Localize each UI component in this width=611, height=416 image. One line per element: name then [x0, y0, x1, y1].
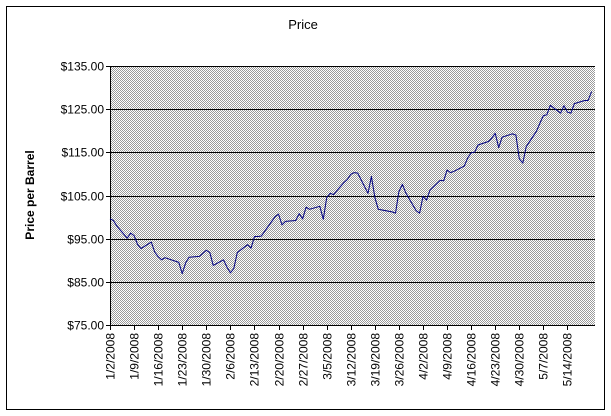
y-tick-label: $115.00 — [62, 146, 105, 160]
x-tick-label: 3/12/2008 — [345, 333, 359, 387]
x-tick-label: 1/2/2008 — [104, 333, 118, 380]
series-layer — [109, 91, 593, 275]
y-tick-label: $135.00 — [61, 60, 105, 74]
x-tick-label: 3/26/2008 — [393, 333, 407, 387]
x-tick-label: 2/20/2008 — [273, 333, 287, 387]
series-line-price — [109, 91, 593, 275]
plot-area — [110, 66, 595, 325]
x-axis-tick-labels: 1/2/2008 1/9/2008 1/16/2008 1/23/2008 1/30/2… — [104, 333, 575, 387]
y-tick-label: $95.00 — [67, 233, 104, 247]
x-tick-label: 1/30/2008 — [200, 333, 214, 387]
x-tick-label: 1/23/2008 — [176, 333, 190, 387]
x-tick-label: 5/14/2008 — [561, 333, 575, 387]
x-tick-label: 2/27/2008 — [297, 333, 311, 387]
x-tick-label: 5/7/2008 — [537, 333, 551, 380]
y-tick-label: $75.00 — [67, 319, 104, 333]
x-tick-label: 4/23/2008 — [489, 333, 503, 387]
x-tick-label: 2/6/2008 — [224, 333, 238, 380]
y-tick-label: $125.00 — [61, 103, 105, 117]
x-tick-label: 3/5/2008 — [321, 333, 335, 380]
y-axis-label: Price per Barrel — [23, 150, 37, 239]
chart-title: Price — [288, 17, 318, 32]
x-tick-label: 4/16/2008 — [465, 333, 479, 387]
x-tick-label: 1/9/2008 — [128, 333, 142, 380]
y-tick-label: $105.00 — [61, 190, 105, 204]
y-axis-tick-labels: $75.00 $85.00 $95.00 $105.00 $115.00 $125.00 $… — [61, 60, 105, 333]
x-tick-label: 4/2/2008 — [417, 333, 431, 380]
x-tick-label: 2/13/2008 — [248, 333, 262, 387]
axes — [110, 66, 595, 330]
x-tick-label: 4/9/2008 — [441, 333, 455, 380]
x-tick-label: 4/30/2008 — [513, 333, 527, 387]
y-tick-label: $85.00 — [67, 276, 104, 290]
x-tick-label: 1/16/2008 — [152, 333, 166, 387]
x-tick-label: 3/19/2008 — [369, 333, 383, 387]
